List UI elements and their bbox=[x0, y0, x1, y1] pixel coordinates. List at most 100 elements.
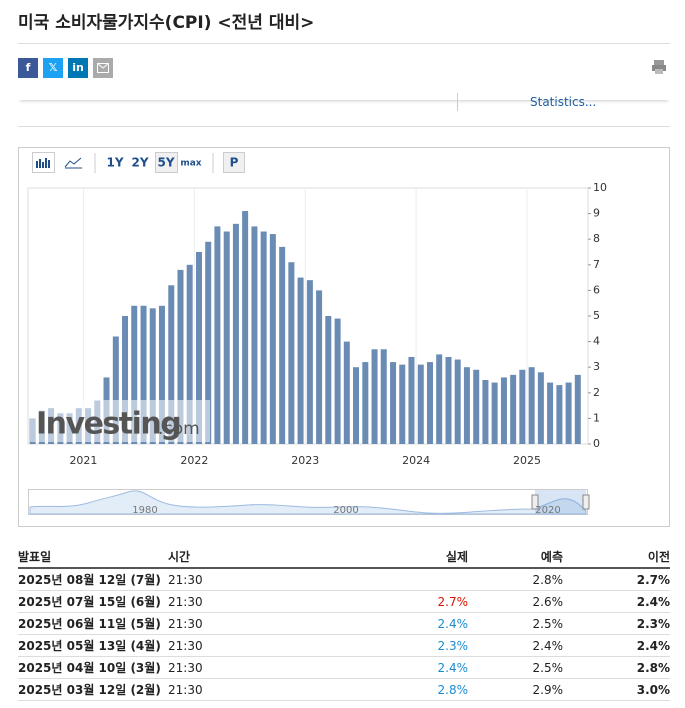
bar-icon bbox=[36, 158, 50, 168]
navigator-handle[interactable] bbox=[582, 494, 590, 510]
range-button[interactable]: P bbox=[230, 156, 239, 170]
bar bbox=[556, 385, 563, 444]
table-row: 2025년 05월 13일 (4월) 21:30 2.3% 2.4% 2.4% bbox=[18, 634, 670, 657]
bar bbox=[131, 305, 138, 444]
navigator-handle[interactable] bbox=[531, 494, 539, 510]
bar bbox=[390, 362, 397, 444]
print-icon[interactable] bbox=[651, 59, 667, 75]
bar bbox=[380, 349, 387, 444]
share-mail[interactable] bbox=[93, 58, 113, 78]
bar bbox=[195, 252, 202, 444]
previous: 2.3% bbox=[563, 612, 670, 635]
previous: 2.8% bbox=[563, 656, 670, 679]
previous: 2.7% bbox=[563, 568, 670, 591]
share-linkedin[interactable]: in bbox=[68, 58, 88, 78]
forecast: 2.5% bbox=[468, 612, 563, 635]
bar bbox=[343, 341, 350, 444]
divider bbox=[18, 43, 670, 44]
chart: 1Y 2Y 5Y max P 2021 2022 2023 2024 2025 0 1 2 3 4 5 6 7 8 9… bbox=[18, 147, 670, 527]
actual: 2.4% bbox=[348, 656, 468, 679]
watermark-backdrop bbox=[30, 400, 210, 442]
bar bbox=[316, 290, 323, 444]
bar bbox=[112, 336, 119, 444]
release-date: 2025년 03월 12일 (2월) bbox=[18, 678, 168, 701]
release-date: 2025년 08월 12일 (7월) bbox=[18, 568, 168, 591]
navigator-label: 1980 bbox=[132, 505, 157, 516]
x-tick-label: 2023 bbox=[291, 454, 319, 467]
bar bbox=[482, 380, 489, 444]
bar bbox=[491, 382, 498, 444]
time: 21:30 bbox=[168, 568, 348, 591]
bar bbox=[510, 374, 517, 444]
bar bbox=[500, 377, 507, 444]
actual: 2.3% bbox=[348, 634, 468, 657]
navigator-series bbox=[29, 490, 587, 515]
share-x[interactable]: 𝕏 bbox=[43, 58, 63, 78]
actual: 2.8% bbox=[348, 678, 468, 701]
bar bbox=[537, 372, 544, 444]
y-tick-label: 4 bbox=[593, 335, 600, 348]
line-chart-button[interactable] bbox=[64, 157, 82, 169]
bar bbox=[565, 382, 572, 444]
bar bbox=[353, 367, 360, 444]
forecast: 2.9% bbox=[468, 678, 563, 701]
bar bbox=[371, 349, 378, 444]
release-date: 2025년 06월 11일 (5월) bbox=[18, 612, 168, 635]
column-header: 발표일 bbox=[18, 545, 168, 569]
page-title: 미국 소비자물가지수(CPI) <전년 대비> bbox=[18, 13, 315, 33]
y-tick-label: 10 bbox=[593, 181, 607, 194]
table-row: 2025년 04월 10일 (3월) 21:30 2.4% 2.5% 2.8% bbox=[18, 656, 670, 679]
bar bbox=[454, 359, 461, 444]
bar bbox=[279, 246, 286, 444]
time: 21:30 bbox=[168, 656, 348, 679]
release-date: 2025년 04월 10일 (3월) bbox=[18, 656, 168, 679]
bar bbox=[205, 241, 212, 444]
table-row: 2025년 08월 12일 (7월) 21:30 2.8% 2.7% bbox=[18, 568, 670, 591]
bar bbox=[177, 269, 184, 444]
bar bbox=[288, 262, 295, 444]
bar bbox=[306, 280, 313, 444]
bar bbox=[140, 305, 147, 444]
y-tick-label: 3 bbox=[593, 360, 600, 373]
navigator-label: 2020 bbox=[535, 505, 560, 516]
share-facebook[interactable]: f bbox=[18, 58, 38, 78]
toolbar bbox=[32, 152, 245, 173]
previous: 2.4% bbox=[563, 634, 670, 657]
forecast: 2.4% bbox=[468, 634, 563, 657]
bar bbox=[269, 234, 276, 444]
bar bbox=[436, 354, 443, 444]
x-tick-label: 2024 bbox=[402, 454, 430, 467]
statistics-link[interactable]: Statistics... bbox=[530, 95, 597, 109]
bar bbox=[417, 364, 424, 444]
range-button[interactable]: max bbox=[180, 159, 201, 169]
range-button[interactable]: 5Y bbox=[157, 156, 174, 170]
column-header: 예측 bbox=[468, 545, 563, 569]
bar bbox=[232, 223, 239, 444]
bar bbox=[186, 264, 193, 444]
divider bbox=[18, 126, 670, 127]
actual bbox=[348, 568, 468, 591]
forecast: 2.5% bbox=[468, 656, 563, 679]
bar bbox=[168, 285, 175, 444]
bar bbox=[260, 231, 267, 444]
range-button[interactable]: 1Y bbox=[106, 156, 123, 170]
bar bbox=[399, 364, 406, 444]
y-tick-label: 5 bbox=[593, 309, 600, 322]
actual: 2.4% bbox=[348, 612, 468, 635]
time: 21:30 bbox=[168, 678, 348, 701]
bar bbox=[408, 356, 415, 444]
column-header: 시간 bbox=[168, 545, 348, 569]
range-button[interactable]: 2Y bbox=[131, 156, 148, 170]
forecast: 2.8% bbox=[468, 568, 563, 591]
bar bbox=[547, 382, 554, 444]
column-header: 실제 bbox=[348, 545, 468, 569]
y-tick-label: 8 bbox=[593, 232, 600, 245]
watermark: .com bbox=[158, 419, 200, 439]
navigator-selection[interactable] bbox=[535, 490, 586, 514]
time: 21:30 bbox=[168, 590, 348, 613]
bar bbox=[214, 226, 221, 444]
bar bbox=[519, 369, 526, 444]
bar bbox=[297, 277, 304, 444]
divider bbox=[457, 93, 458, 111]
y-tick-label: 1 bbox=[593, 411, 600, 424]
